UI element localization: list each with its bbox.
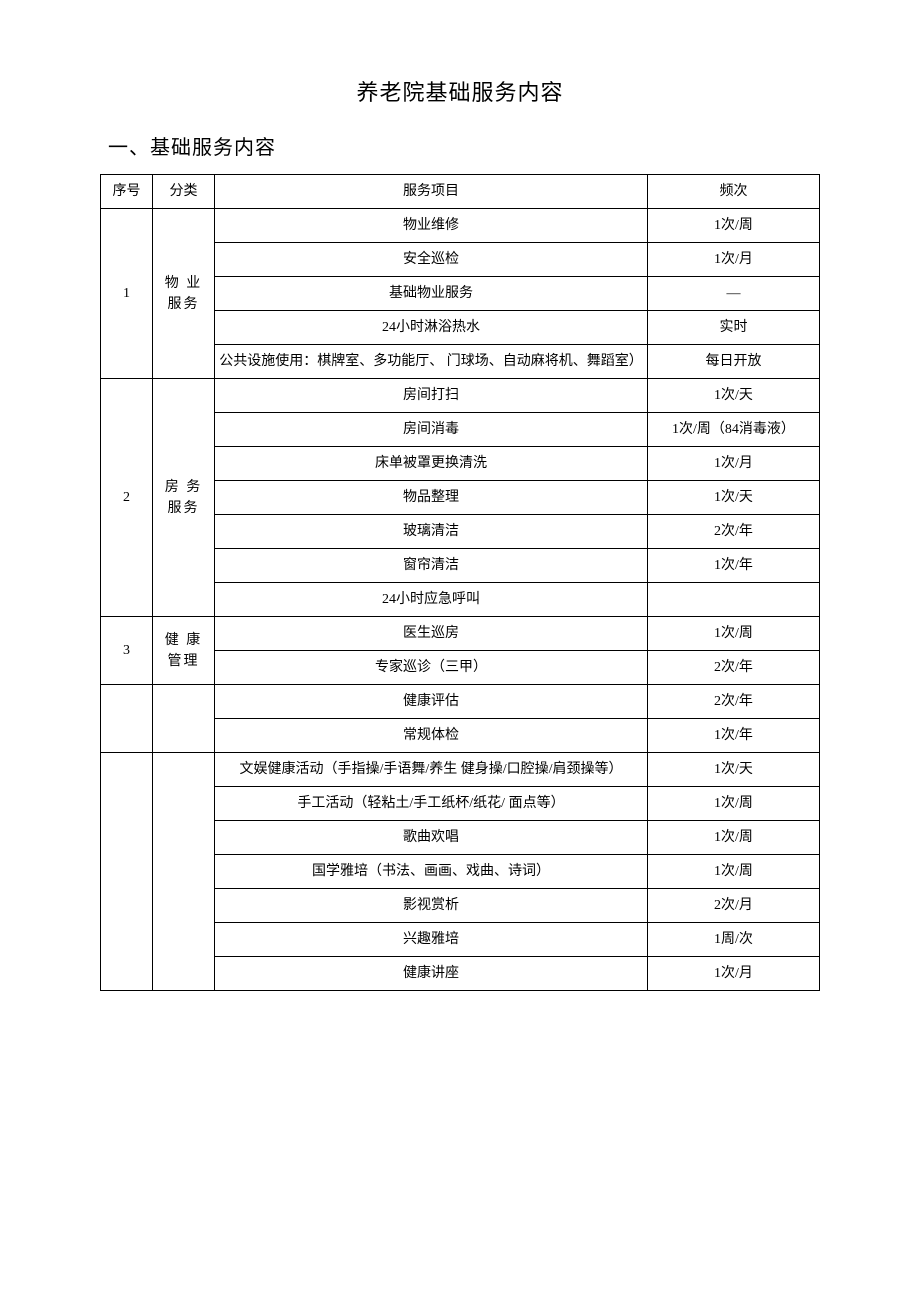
frequency-cell: 1次/周: [648, 209, 820, 243]
table-row: 健康评估2次/年: [101, 685, 820, 719]
service-item-cell: 手工活动（轻粘土/手工纸杯/纸花/ 面点等）: [215, 787, 648, 821]
frequency-cell: 1次/月: [648, 957, 820, 991]
category-cell: 健 康 管理: [153, 617, 215, 685]
service-item-cell: 健康评估: [215, 685, 648, 719]
category-cell: [153, 753, 215, 991]
frequency-cell: 2次/年: [648, 651, 820, 685]
frequency-cell: 1次/周（84消毒液）: [648, 413, 820, 447]
table-row: 3健 康 管理医生巡房1次/周: [101, 617, 820, 651]
seq-cell: [101, 753, 153, 991]
frequency-cell: 实时: [648, 311, 820, 345]
frequency-cell: 1次/月: [648, 243, 820, 277]
service-item-cell: 健康讲座: [215, 957, 648, 991]
service-item-cell: 玻璃清洁: [215, 515, 648, 549]
service-item-cell: 文娱健康活动（手指操/手语舞/养生 健身操/口腔操/肩颈操等）: [215, 753, 648, 787]
frequency-cell: 1次/周: [648, 787, 820, 821]
seq-cell: 1: [101, 209, 153, 379]
table-row: 2房 务 服务房间打扫1次/天: [101, 379, 820, 413]
category-cell: 物 业 服务: [153, 209, 215, 379]
frequency-cell: [648, 583, 820, 617]
table-row: 1物 业 服务物业维修1次/周: [101, 209, 820, 243]
frequency-cell: 2次/年: [648, 515, 820, 549]
frequency-cell: 1次/月: [648, 447, 820, 481]
service-item-cell: 安全巡检: [215, 243, 648, 277]
seq-cell: [101, 685, 153, 753]
frequency-cell: 1次/天: [648, 379, 820, 413]
frequency-cell: 2次/月: [648, 889, 820, 923]
frequency-cell: 1次/周: [648, 855, 820, 889]
service-item-cell: 专家巡诊（三甲）: [215, 651, 648, 685]
service-item-cell: 24小时应急呼叫: [215, 583, 648, 617]
service-item-cell: 窗帘清洁: [215, 549, 648, 583]
frequency-cell: 1次/天: [648, 481, 820, 515]
page-title: 养老院基础服务内容: [100, 75, 820, 107]
frequency-cell: 2次/年: [648, 685, 820, 719]
table-row: 文娱健康活动（手指操/手语舞/养生 健身操/口腔操/肩颈操等）1次/天: [101, 753, 820, 787]
col-header-freq: 频次: [648, 175, 820, 209]
category-cell: [153, 685, 215, 753]
frequency-cell: 1次/周: [648, 617, 820, 651]
frequency-cell: 1次/年: [648, 719, 820, 753]
col-header-seq: 序号: [101, 175, 153, 209]
service-table: 序号 分类 服务项目 频次 1物 业 服务物业维修1次/周安全巡检1次/月基础物…: [100, 174, 820, 991]
service-item-cell: 房间打扫: [215, 379, 648, 413]
service-item-cell: 公共设施使用：棋牌室、多功能厅、 门球场、自动麻将机、舞蹈室）: [215, 345, 648, 379]
service-item-cell: 基础物业服务: [215, 277, 648, 311]
service-item-cell: 兴趣雅培: [215, 923, 648, 957]
service-item-cell: 物业维修: [215, 209, 648, 243]
service-item-cell: 医生巡房: [215, 617, 648, 651]
service-item-cell: 物品整理: [215, 481, 648, 515]
frequency-cell: 1次/周: [648, 821, 820, 855]
frequency-cell: 1周/次: [648, 923, 820, 957]
service-item-cell: 歌曲欢唱: [215, 821, 648, 855]
service-item-cell: 国学雅培（书法、画画、戏曲、诗词）: [215, 855, 648, 889]
seq-cell: 3: [101, 617, 153, 685]
table-header-row: 序号 分类 服务项目 频次: [101, 175, 820, 209]
frequency-cell: 1次/天: [648, 753, 820, 787]
section-heading: 一、基础服务内容: [108, 131, 820, 160]
service-item-cell: 房间消毒: [215, 413, 648, 447]
category-cell: 房 务 服务: [153, 379, 215, 617]
frequency-cell: 1次/年: [648, 549, 820, 583]
col-header-item: 服务项目: [215, 175, 648, 209]
frequency-cell: —: [648, 277, 820, 311]
service-item-cell: 床单被罩更换清洗: [215, 447, 648, 481]
service-item-cell: 影视赏析: [215, 889, 648, 923]
seq-cell: 2: [101, 379, 153, 617]
service-item-cell: 常规体检: [215, 719, 648, 753]
col-header-category: 分类: [153, 175, 215, 209]
service-item-cell: 24小时淋浴热水: [215, 311, 648, 345]
frequency-cell: 每日开放: [648, 345, 820, 379]
